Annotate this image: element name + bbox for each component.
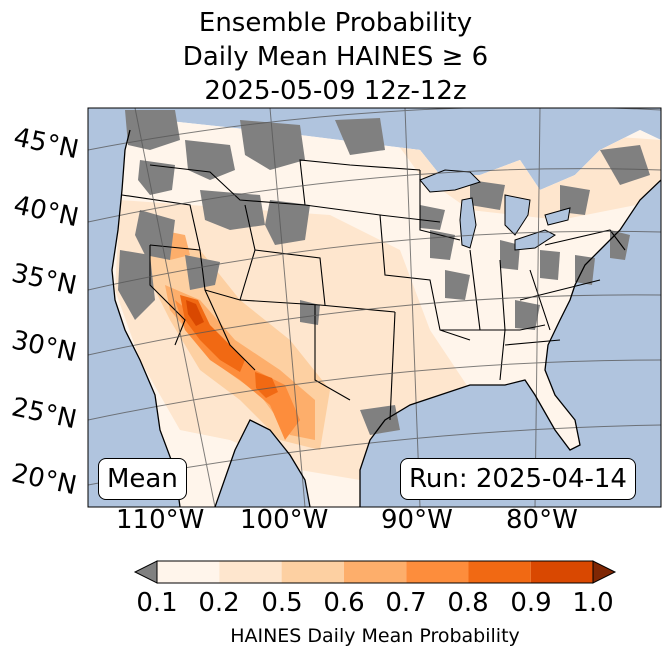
colorbar-tick-label: 0.8 <box>447 588 489 618</box>
colorbar-segment-6 <box>468 561 531 583</box>
run-date-box: Run: 2025-04-14 <box>400 458 636 500</box>
colorbar-tick-label: 1.0 <box>572 588 614 618</box>
colorbar-tick-label: 0.5 <box>261 588 303 618</box>
colorbar-segment-5 <box>406 561 469 583</box>
lon-label-110w: 110°W <box>116 505 205 535</box>
title-line-3: 2025-05-09 12z-12z <box>204 76 467 106</box>
colorbar-outline <box>156 560 594 584</box>
coastline <box>111 129 661 507</box>
colorbar-segment-1 <box>157 561 220 583</box>
colorbar <box>133 560 617 584</box>
colorbar-tick-label: 0.7 <box>385 588 427 618</box>
title-line-2: Daily Mean HAINES ≥ 6 <box>182 42 489 72</box>
colorbar-tick-label: 0.9 <box>510 588 552 618</box>
colorbar-tick-label: 0.6 <box>323 588 365 618</box>
lon-label-80w: 80°W <box>506 505 578 535</box>
colorbar-segment-4 <box>343 561 407 583</box>
colorbar-segment-3 <box>281 561 344 583</box>
colorbar-segment-7 <box>530 561 593 583</box>
title-line-1: Ensemble Probability <box>198 8 473 38</box>
map-frame <box>87 107 662 508</box>
colorbar-under-arrow <box>133 560 158 584</box>
colorbar-over-arrow <box>592 560 617 584</box>
colorbar-segment-2 <box>219 561 282 583</box>
statistic-box: Mean <box>98 458 187 500</box>
colorbar-tick-label: 0.2 <box>198 588 240 618</box>
great-lakes <box>419 169 571 251</box>
graticule <box>88 108 661 507</box>
lon-label-100w: 100°W <box>240 505 329 535</box>
colorbar-tick-label: 0.1 <box>136 588 178 618</box>
lon-label-90w: 90°W <box>381 505 453 535</box>
probability-field <box>112 120 661 507</box>
colorbar-label: HAINES Daily Mean Probability <box>230 625 520 647</box>
